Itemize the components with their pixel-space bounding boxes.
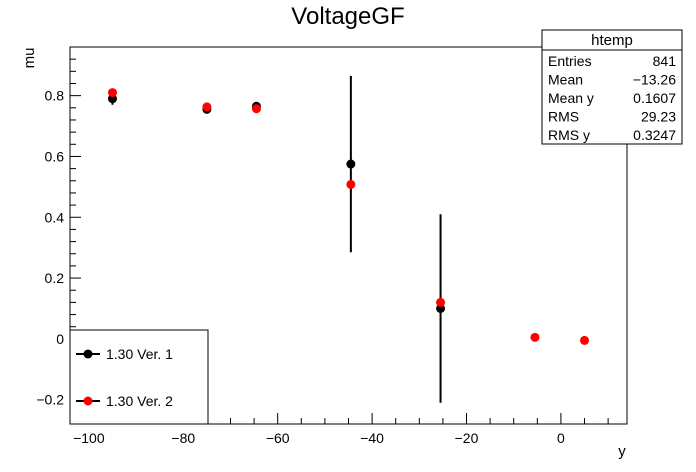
series-2-point — [346, 179, 356, 189]
x-tick-label: −20 — [455, 430, 479, 446]
stats-box: htemp Entries 841 Mean −13.26 Mean y 0.1607 RM… — [541, 29, 683, 145]
stats-row-label: RMS y — [548, 127, 590, 143]
x-axis-label: y — [618, 443, 626, 460]
stats-row-value: 0.1607 — [633, 90, 676, 106]
series-2-point — [251, 104, 261, 114]
stats-row-label: RMS — [548, 109, 579, 125]
legend: 1.30 Ver. 1 1.30 Ver. 2 — [69, 329, 209, 425]
series-2-point — [530, 332, 540, 342]
x-tick-label: −80 — [171, 430, 195, 446]
legend-label: 1.30 Ver. 1 — [106, 346, 173, 362]
y-axis-tick-labels: −0.2 0 0.2 0.4 0.6 0.8 — [36, 88, 64, 408]
stats-row-value: 29.23 — [641, 109, 676, 125]
series-1-point — [346, 159, 356, 169]
series-2-point — [202, 102, 212, 112]
x-tick-label: −100 — [73, 430, 105, 446]
stats-row-label: Entries — [548, 53, 592, 69]
data-points — [107, 88, 590, 345]
stats-row-label: Mean — [548, 72, 583, 88]
chart-title: VoltageGF — [291, 3, 404, 30]
stats-box-title: htemp — [591, 32, 633, 49]
y-tick-label: −0.2 — [36, 392, 64, 408]
series-2-point — [107, 88, 117, 98]
legend-marker — [83, 349, 93, 359]
legend-label: 1.30 Ver. 2 — [106, 393, 173, 409]
legend-marker — [83, 396, 93, 406]
stats-row-value: −13.26 — [633, 72, 676, 88]
y-tick-label: 0.4 — [45, 209, 65, 225]
series-2-point — [580, 335, 590, 345]
stats-row-label: Mean y — [548, 90, 594, 106]
x-tick-label: −40 — [360, 430, 384, 446]
y-tick-label: 0.8 — [45, 88, 65, 104]
x-axis-tick-labels: −100 −80 −60 −40 −20 0 — [73, 430, 565, 446]
legend-box — [69, 329, 209, 425]
stats-row-value: 841 — [653, 53, 677, 69]
stats-box-frame — [541, 29, 683, 145]
series-2-point — [436, 297, 446, 307]
stats-row-value: 0.3247 — [633, 127, 676, 143]
y-tick-label: 0.2 — [45, 270, 65, 286]
y-axis-label: mu — [21, 48, 38, 69]
y-tick-label: 0 — [56, 331, 64, 347]
x-tick-label: −60 — [266, 430, 290, 446]
x-tick-label: 0 — [557, 430, 565, 446]
y-tick-label: 0.6 — [45, 148, 65, 164]
